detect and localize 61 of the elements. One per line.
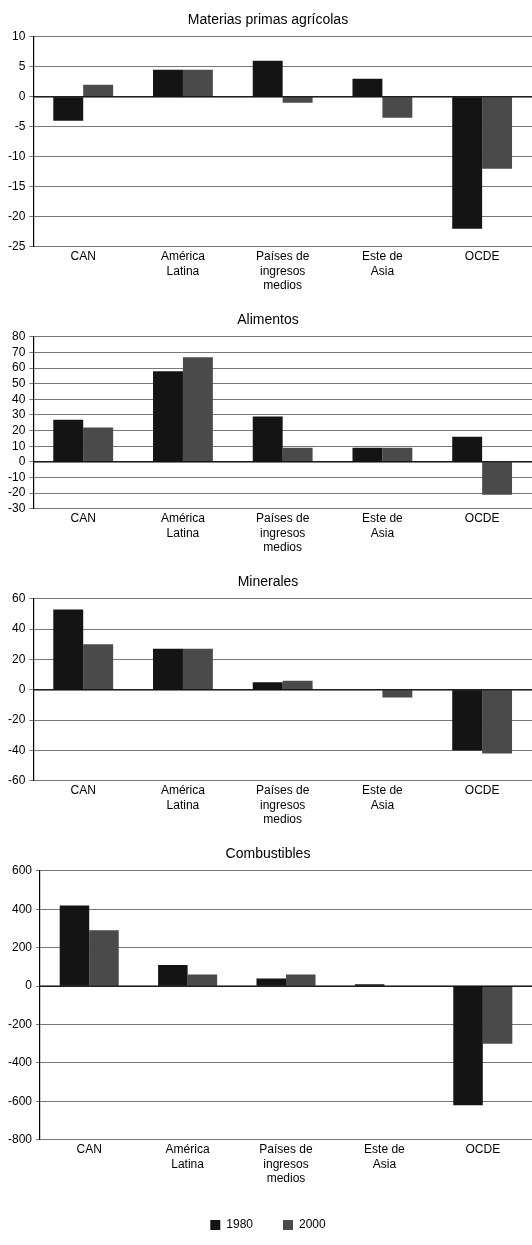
y-tick-label: 40 xyxy=(11,621,26,636)
x-tick-label: OCDE xyxy=(465,1142,501,1157)
x-tick-label: Países de ingresos medios xyxy=(259,1142,314,1186)
x-tick-label: Este de Asia xyxy=(362,249,404,278)
y-tick-label: -10 xyxy=(8,469,26,484)
y-tick-label: 50 xyxy=(11,376,26,391)
y-tick-label: -25 xyxy=(8,239,26,254)
y-tick-label: 600 xyxy=(11,863,33,878)
y-tick-label: 30 xyxy=(11,407,26,422)
x-tick-label: América Latina xyxy=(160,783,206,812)
y-tick-label: -20 xyxy=(8,209,26,224)
x-tick-label: CAN xyxy=(70,249,96,264)
x-tick-label: CAN xyxy=(70,511,96,526)
y-tick-label: 0 xyxy=(18,454,26,469)
chart-title: Alimentos xyxy=(237,311,299,328)
legend-label: 1980 xyxy=(226,1217,254,1232)
chart-title: Minerales xyxy=(237,573,299,590)
y-tick-label: 40 xyxy=(11,391,26,406)
y-tick-label: 0 xyxy=(18,89,26,104)
y-tick-label: -15 xyxy=(8,179,26,194)
y-tick-label: 20 xyxy=(11,651,26,666)
y-tick-label: 20 xyxy=(11,422,26,437)
x-tick-label: Países de ingresos medios xyxy=(255,249,310,293)
y-tick-label: 0 xyxy=(25,978,33,993)
y-tick-label: 10 xyxy=(11,29,26,44)
y-tick-label: 5 xyxy=(18,59,26,74)
x-tick-label: OCDE xyxy=(464,783,500,798)
y-tick-label: 400 xyxy=(11,901,33,916)
chart-title: Materias primas agrícolas xyxy=(187,11,349,28)
y-tick-label: -10 xyxy=(8,149,26,164)
x-tick-label: OCDE xyxy=(464,249,500,264)
y-tick-label: -20 xyxy=(8,712,26,727)
y-tick-label: -800 xyxy=(7,1132,33,1147)
x-tick-label: Este de Asia xyxy=(362,783,404,812)
y-tick-label: 70 xyxy=(11,344,26,359)
y-tick-label: -5 xyxy=(14,119,26,134)
x-tick-label: América Latina xyxy=(160,511,206,540)
x-tick-label: CAN xyxy=(76,1142,102,1157)
y-tick-label: -30 xyxy=(8,501,26,516)
x-tick-label: CAN xyxy=(70,783,96,798)
x-tick-label: Países de ingresos medios xyxy=(255,511,310,555)
y-tick-label: 80 xyxy=(11,329,26,344)
y-tick-label: -20 xyxy=(8,485,26,500)
x-tick-label: Países de ingresos medios xyxy=(255,783,310,827)
y-tick-label: -60 xyxy=(8,773,26,788)
y-tick-label: 10 xyxy=(11,438,26,453)
x-tick-label: América Latina xyxy=(160,249,206,278)
y-tick-label: 0 xyxy=(18,682,26,697)
y-tick-label: -200 xyxy=(7,1016,33,1031)
x-tick-label: América Latina xyxy=(165,1142,210,1171)
y-tick-label: -600 xyxy=(7,1093,33,1108)
y-tick-label: -400 xyxy=(7,1055,33,1070)
x-tick-label: Este de Asia xyxy=(362,511,404,540)
y-tick-label: 200 xyxy=(11,939,33,954)
x-tick-label: Este de Asia xyxy=(364,1142,406,1171)
y-tick-label: -40 xyxy=(8,742,26,757)
legend-label: 2000 xyxy=(299,1217,327,1232)
y-tick-label: 60 xyxy=(11,360,26,375)
y-tick-label: 60 xyxy=(11,591,26,606)
chart-title: Combustibles xyxy=(225,845,311,862)
x-tick-label: OCDE xyxy=(464,511,500,526)
